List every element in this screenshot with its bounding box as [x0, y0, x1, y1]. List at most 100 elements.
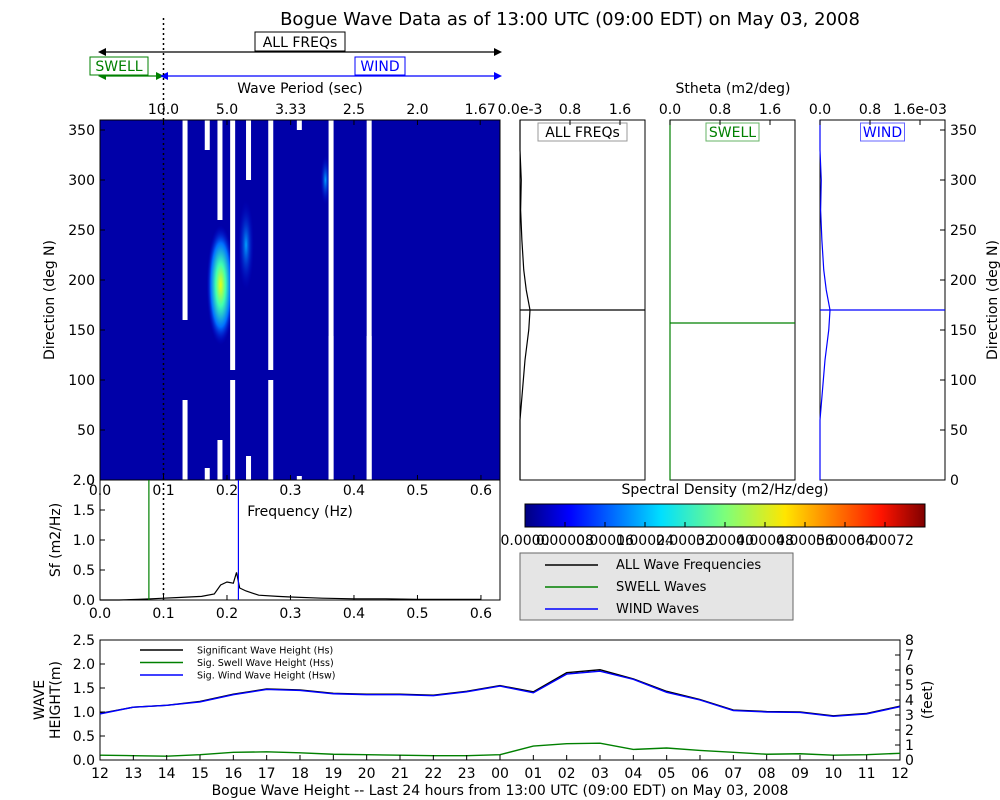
ts-legend-label: Sig. Swell Wave Height (Hss)	[197, 658, 334, 669]
stheta-swell-frame	[669, 119, 796, 481]
colorbar-tick-label: 0.00056	[776, 533, 834, 549]
heatmap-secondary-blob	[238, 200, 255, 290]
sf-panel: 0.00.51.01.52.00.00.00.10.10.20.20.30.30…	[48, 473, 501, 622]
ts-x-tick-label: 03	[591, 766, 609, 782]
swell-banner	[89, 56, 149, 76]
stheta-all-x-tick-label: 1.6	[609, 102, 631, 118]
heatmap-peak	[206, 225, 235, 345]
colorbar-tick-label: 0.00008	[536, 533, 594, 549]
heatmap-missing-strip	[230, 120, 236, 370]
freq-range-arrows: ALL FREQs SWELL WIND	[89, 31, 502, 80]
stheta-right-y-tick-label: 0	[950, 473, 959, 489]
sf-x-tick-label: 0.6	[470, 606, 492, 622]
sf-y-tick-label: 0.0	[73, 593, 95, 609]
heatmap-missing-strip	[217, 120, 223, 220]
ts-right-y-tick-label: 1	[905, 738, 914, 754]
ts-legend-label: Sig. Wind Wave Height (Hsw)	[197, 671, 335, 682]
ts-x-tick-label: 00	[491, 766, 509, 782]
heatmap-y-axis-label: Direction (deg N)	[42, 240, 58, 360]
heatmap-y-tick-label: 250	[68, 223, 95, 239]
stheta-wind-banner-label: WIND	[863, 125, 902, 141]
heatmap-y-tick-label: 100	[68, 373, 95, 389]
stheta-wind-x-tick-label: 1.6e-03	[893, 102, 947, 118]
ts-right-y-tick-label: 6	[905, 663, 914, 679]
heatmap-missing-strip	[268, 120, 274, 370]
spectrum-legend: ALL Wave Frequencies SWELL Waves WIND Wave…	[519, 552, 794, 621]
heatmap-missing-strip	[204, 468, 210, 480]
heatmap-x-tick-label: 0.5	[406, 483, 428, 499]
ts-x-tick-label: 12	[891, 766, 909, 782]
ts-right-y-tick-label: 2	[905, 723, 914, 739]
heatmap-secondary-blob	[320, 155, 331, 205]
legend-label: SWELL Waves	[616, 580, 707, 595]
heatmap-top-axis-label: Wave Period (sec)	[237, 81, 363, 97]
heatmap-top-tick-label: 5.0	[216, 102, 238, 118]
heatmap-y-tick-label: 0	[86, 473, 95, 489]
heatmap-missing-strip	[296, 476, 302, 480]
heatmap-missing-strip	[246, 456, 252, 480]
ts-x-tick-label: 02	[558, 766, 576, 782]
colorbar-tick-label: 0.00064	[816, 533, 874, 549]
stheta-swell-x-tick-label: 0.0	[659, 102, 681, 118]
ts-x-tick-label: 08	[758, 766, 776, 782]
stheta-wind-frame	[819, 119, 946, 481]
stheta-wind-line	[819, 120, 831, 480]
heatmap-missing-strip	[296, 120, 302, 130]
ts-right-y-tick-label: 5	[905, 678, 914, 694]
sf-y-tick-label: 0.5	[73, 563, 95, 579]
heatmap-top-tick-label: 2.5	[343, 102, 365, 118]
heatmap-top-tick-label: 1.67	[465, 102, 496, 118]
heatmap-x-tick-label: 0.1	[152, 483, 174, 499]
wave-height-panel: 12 13 14 15 16 17 18 19 20 21 22 23 00 01 02 03 04 05 06 07…	[32, 633, 936, 799]
ts-y-tick-label: 1.0	[73, 705, 95, 721]
stheta-wind-x-tick-label: 0.0	[809, 102, 831, 118]
legend-label: WIND Waves	[616, 602, 699, 617]
ts-x-tick-label: 10	[824, 766, 842, 782]
colorbar-tick-label: 0.00072	[856, 533, 914, 549]
sf-x-tick-label: 0.2	[216, 606, 238, 622]
colorbar-tick-label: 0.00048	[736, 533, 794, 549]
sf-x-tick-label: 0.1	[152, 606, 174, 622]
heatmap-top-tick-label: 2.0	[406, 102, 428, 118]
sf-x-tick-label: 0.0	[89, 606, 111, 622]
heatmap-missing-strip	[246, 120, 252, 180]
sf-y-axis-label: Sf (m2/Hz)	[48, 503, 64, 577]
ts-x-tick-label: 07	[724, 766, 742, 782]
colorbar-tick-label: 0.00016	[576, 533, 634, 549]
ts-right-y-tick-label: 7	[905, 648, 914, 664]
stheta-swell-banner-label: SWELL	[709, 125, 756, 141]
colorbar-tick-label: 0.00024	[616, 533, 674, 549]
stheta-swell-banner	[705, 122, 760, 142]
heatmap-missing-strip	[230, 380, 236, 480]
heatmap-background	[100, 120, 500, 480]
heatmap-missing-strip	[268, 380, 274, 480]
ts-x-tick-label: 21	[391, 766, 409, 782]
sf-y-tick-label: 1.5	[73, 503, 95, 519]
heatmap-y-tick-label: 300	[68, 173, 95, 189]
stheta-wind-banner	[860, 122, 905, 142]
ts-right-y-tick-label: 8	[905, 633, 914, 649]
colorbar-tick-label: 0.0000	[501, 533, 550, 549]
ts-x-tick-label: 20	[358, 766, 376, 782]
heatmap-missing-strip	[366, 336, 372, 480]
stheta-right-y-tick-label: 50	[950, 423, 968, 439]
legend-label: ALL Wave Frequencies	[616, 558, 761, 573]
heatmap-missing-strip	[366, 120, 372, 480]
ts-y-tick-label: 1.5	[73, 681, 95, 697]
stheta-right-y-tick-label: 150	[950, 323, 977, 339]
stheta-right-y-tick-label: 250	[950, 223, 977, 239]
ts-series-line	[99, 742, 901, 757]
ts-series-line	[99, 670, 901, 718]
ts-x-tick-label: 18	[291, 766, 309, 782]
ts-x-tick-label: 14	[158, 766, 176, 782]
all-freqs-banner-label: ALL FREQs	[263, 35, 338, 51]
ts-x-tick-label: 16	[224, 766, 242, 782]
ts-y-tick-label: 2.5	[73, 633, 95, 649]
ts-x-tick-label: 19	[324, 766, 342, 782]
ts-y-tick-label: 2.0	[73, 657, 95, 673]
stheta-swell-x-tick-label: 0.8	[709, 102, 731, 118]
heatmap-y-tick-label: 200	[68, 273, 95, 289]
ts-x-tick-label: 13	[124, 766, 142, 782]
heatmap-x-tick-label: 0.0	[89, 483, 111, 499]
heatmap-x-tick-label: 0.3	[279, 483, 301, 499]
